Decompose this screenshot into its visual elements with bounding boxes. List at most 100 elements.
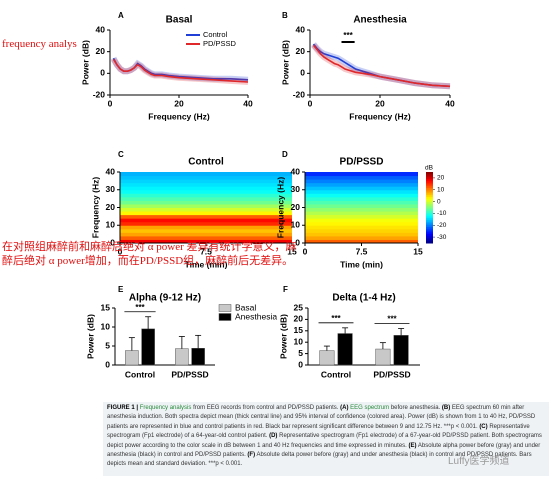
caption-label: FIGURE 1 | — [107, 405, 139, 411]
x-tick-label: 40 — [243, 98, 253, 108]
bar — [337, 333, 353, 366]
colorbar-cell — [426, 172, 433, 175]
colorbar-cell — [426, 196, 433, 200]
caption-label: (E) — [408, 442, 417, 449]
heatmap-band — [120, 239, 292, 244]
x-tick-label: Control — [125, 369, 155, 379]
panel-title: Anesthesia — [353, 15, 407, 26]
colorbar-cell — [426, 207, 433, 210]
panel-title: Basal — [166, 15, 193, 26]
x-tick-label: 0 — [308, 98, 313, 108]
heatmap-band — [305, 214, 418, 219]
caption-label: (A) — [340, 405, 349, 411]
colorbar-cell — [426, 173, 433, 177]
colorbar-cell — [426, 212, 433, 216]
significance-label: *** — [331, 314, 341, 323]
caption-link[interactable]: EEG spectrum — [350, 405, 390, 411]
x-tick-label: 7.5 — [356, 246, 368, 256]
x-tick-label: 20 — [375, 98, 385, 108]
y-tick-label: 10 — [294, 336, 304, 346]
heatmap-band — [120, 200, 292, 205]
x-tick-label: Control — [321, 369, 351, 379]
y-tick-label: 10 — [106, 220, 116, 230]
y-tick-label: 0 — [295, 237, 300, 247]
caption-label: (D) — [269, 433, 278, 440]
panel-letter: B — [282, 11, 288, 20]
y-tick-label: 0 — [110, 237, 115, 247]
y-tick-label: 20 — [96, 46, 106, 56]
heatmap-band — [305, 182, 418, 187]
heatmap-band — [120, 232, 292, 237]
colorbar-cell — [426, 209, 433, 212]
colorbar-cell — [426, 230, 433, 233]
heatmap-band — [120, 175, 292, 180]
bar — [125, 350, 139, 366]
heatmap-band — [120, 218, 292, 223]
colorbar-tick-label: 20 — [437, 175, 445, 182]
x-tick-label: 7.5 — [200, 246, 212, 256]
x-tick-label: PD/PSSD — [171, 369, 208, 379]
significance-label: *** — [343, 31, 353, 40]
y-tick-label: 5 — [298, 348, 303, 358]
legend-swatch — [218, 313, 232, 321]
colorbar-cell — [426, 195, 433, 198]
colorbar-cell — [426, 203, 433, 207]
heatmap-band — [305, 200, 418, 205]
legend-label: Control — [203, 30, 228, 39]
legend-swatch — [218, 304, 232, 312]
panel-letter: C — [118, 150, 124, 159]
y-tick-label: 30 — [291, 184, 301, 194]
y-tick-label: 10 — [291, 220, 301, 230]
heatmap-band — [305, 221, 418, 226]
colorbar-cell — [426, 221, 433, 224]
y-tick-label: 40 — [96, 24, 106, 34]
x-tick-label: 0 — [108, 98, 113, 108]
panel-title: Delta (1-4 Hz) — [332, 293, 395, 304]
y-tick-label: 20 — [291, 202, 301, 212]
colorbar-cell — [426, 227, 433, 230]
heatmap-band — [120, 225, 292, 230]
y-axis-label: Power (dB) — [280, 40, 290, 85]
legend-label: PD/PSSD — [203, 39, 237, 48]
colorbar-cell — [426, 189, 433, 193]
heatmap-band — [305, 235, 418, 240]
caption: FIGURE 1 | Frequency analysis from EEG r… — [103, 402, 549, 476]
colorbar-tick-label: -10 — [437, 210, 447, 217]
heatmap-band — [305, 228, 418, 233]
bar — [375, 348, 391, 366]
y-tick-label: 0 — [105, 359, 110, 369]
caption-label: (F) — [247, 452, 256, 459]
colorbar-cell — [426, 184, 433, 187]
x-axis-label: Frequency (Hz) — [148, 111, 210, 121]
colorbar-cell — [426, 211, 433, 214]
colorbar-cell — [426, 205, 433, 208]
bar — [141, 328, 155, 366]
heatmap-band — [305, 175, 418, 180]
colorbar-cell — [426, 216, 433, 219]
heatmap-band — [305, 179, 418, 184]
series-line — [312, 44, 451, 88]
colorbar-cell — [426, 193, 433, 196]
series-line — [112, 58, 249, 83]
colorbar-label: dB — [425, 165, 433, 172]
y-tick-label: 15 — [101, 302, 111, 312]
x-tick-label: 40 — [445, 98, 455, 108]
y-tick-label: 40 — [291, 166, 301, 176]
heatmap-band — [120, 172, 292, 177]
heatmap-band — [120, 228, 292, 233]
colorbar-cell — [426, 237, 433, 240]
panel-letter: F — [283, 285, 288, 294]
y-tick-label: 5 — [105, 340, 110, 350]
heatmap-band — [120, 235, 292, 240]
heatmap-band — [305, 239, 418, 244]
caption-text: from EEG records from control and PD/PSS… — [193, 405, 339, 411]
x-axis-label: Time (min) — [185, 259, 228, 269]
bar — [393, 335, 409, 366]
caption-link[interactable]: Frequency analysis — [139, 405, 192, 411]
heatmap-band — [305, 193, 418, 198]
legend-label: Anesthesia — [235, 311, 277, 321]
significance-label: *** — [387, 315, 397, 324]
colorbar-cell — [426, 175, 433, 178]
colorbar-tick-label: -30 — [437, 234, 447, 241]
caption-text: Representative spectrogram (Fp1 electrod… — [107, 423, 530, 440]
